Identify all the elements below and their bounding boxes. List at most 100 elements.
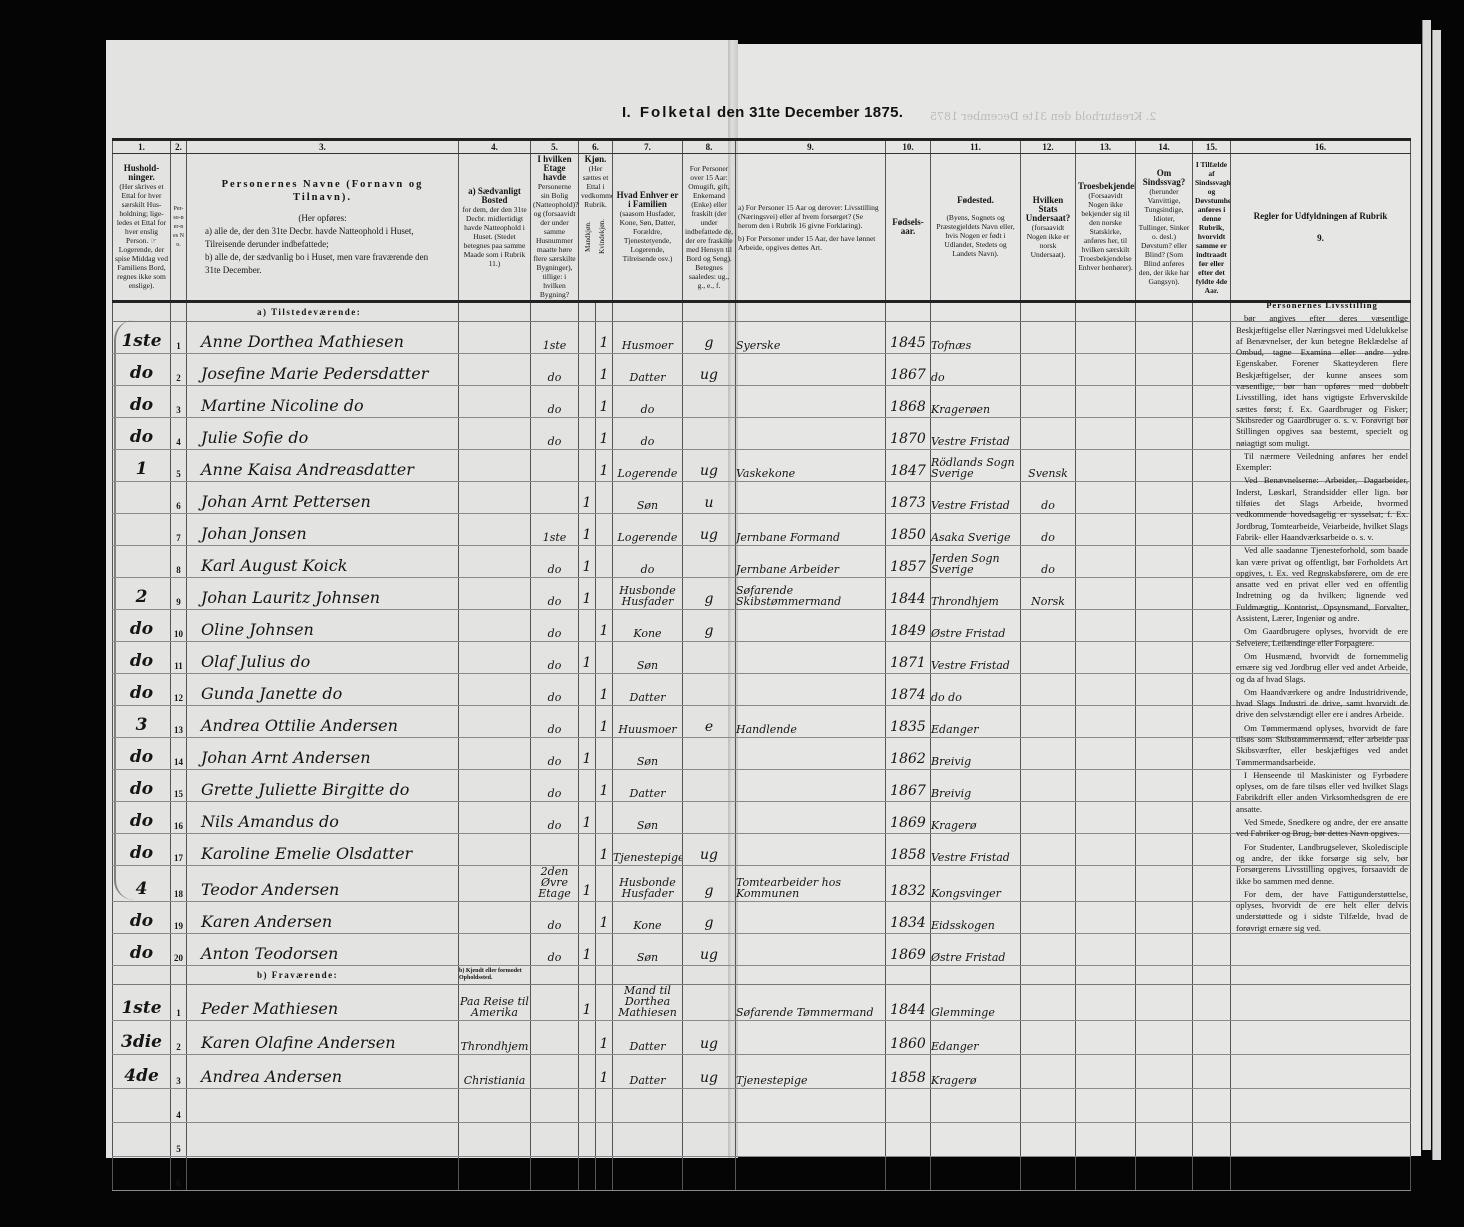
page-title: I. Folketal den 31te December 1875.: [622, 104, 904, 121]
family-position: Tjenestepige: [612, 833, 683, 866]
family-position: Datter: [612, 1054, 683, 1089]
person-number: 7: [170, 513, 187, 546]
male-mark: [578, 385, 596, 418]
occupation: Tjenestepige: [735, 1054, 886, 1089]
person-row: do 3 Martine Nicoline do do 1 do 1868 Kragerøen: [112, 385, 1411, 418]
female-mark: [595, 933, 613, 966]
civil-status: [682, 1122, 736, 1157]
person-row: 1 5 Anne Kaisa Andreasdatter 1 Logerende ug Va…: [112, 449, 1411, 482]
male-mark: [578, 901, 596, 934]
nationality: [1020, 737, 1076, 770]
floor: do: [530, 609, 579, 642]
empty-cell: [1135, 705, 1193, 738]
person-number: 2: [170, 353, 187, 386]
floor: [530, 1156, 579, 1191]
census-table: 1. 2. 3. 4. 5. 6. 7. 8. 9. 10. 11. 12. 13. 14. 15. 16. …: [112, 138, 1411, 1191]
civil-status: [682, 545, 736, 578]
empty-cell: [1075, 865, 1136, 902]
usual-residence: [458, 609, 531, 642]
empty-cell: [1192, 737, 1231, 770]
rules-column-16: Personernes Livsstilling bør angives efte…: [1236, 300, 1408, 936]
empty-cell: [1192, 705, 1231, 738]
empty-cell: [1135, 353, 1193, 386]
male-mark: 1: [578, 545, 596, 578]
section-c4-note: b) Kjendt eller formodet Opholdssted.: [458, 965, 531, 985]
family-position: Datter: [612, 769, 683, 802]
column-number: 12.: [1020, 138, 1076, 154]
empty-cell: [1192, 673, 1231, 706]
person-row: do 14 Johan Arnt Andersen do 1 Søn 1862 Breivig: [112, 737, 1411, 770]
empty-cell: [1075, 705, 1136, 738]
empty-cell: [1135, 449, 1193, 482]
person-row: 6 Johan Arnt Pettersen 1 Søn u 1873 Vestre Fri…: [112, 481, 1411, 514]
header-person-no: Per-so-ner-nes No.: [170, 153, 187, 303]
civil-status: [682, 737, 736, 770]
nationality: [1020, 353, 1076, 386]
nationality: do: [1020, 513, 1076, 546]
household-mark: do: [112, 353, 171, 386]
civil-status: g: [682, 609, 736, 642]
empty-cell: [1230, 641, 1411, 674]
cell: [578, 301, 596, 322]
household-mark: [112, 481, 171, 514]
header-nationality: Hvilken Stats Undersaat? (forsaavidt Noge…: [1020, 153, 1076, 303]
nationality: [1020, 321, 1076, 354]
female-mark: 1: [595, 901, 613, 934]
person-row: 2 9 Johan Lauritz Johnsen do 1 Husbonde Husfa…: [112, 577, 1411, 610]
header-female: Kvindekjøn.: [598, 219, 607, 254]
column-number-row: 1. 2. 3. 4. 5. 6. 7. 8. 9. 10. 11. 12. 13. 14. 15. 16.: [112, 138, 1411, 154]
cell: [578, 965, 596, 985]
usual-residence: [458, 865, 531, 902]
male-mark: 1: [578, 737, 596, 770]
empty-cell: [1230, 984, 1411, 1021]
floor: do: [530, 417, 579, 450]
person-name: Oline Johnsen: [186, 609, 459, 642]
cell: [1075, 301, 1136, 322]
family-position: Husbonde Husfader: [612, 577, 683, 610]
empty-cell: [1075, 481, 1136, 514]
female-mark: 1: [595, 385, 613, 418]
occupation: [735, 1156, 886, 1191]
birthplace: Vestre Fristad: [930, 833, 1021, 866]
occupation: Jernbane Formand: [735, 513, 886, 546]
person-name: Karoline Emelie Olsdatter: [186, 833, 459, 866]
floor: 1ste: [530, 321, 579, 354]
birthplace: Vestre Fristad: [930, 417, 1021, 450]
column-header-row: Hushold-ninger. (Her skrives et Ettal for…: [112, 153, 1411, 303]
family-position: Søn: [612, 481, 683, 514]
empty-cell: [1135, 1020, 1193, 1055]
column-number: 6.: [578, 138, 613, 154]
person-row: do 17 Karoline Emelie Olsdatter 1 Tjenestepi…: [112, 833, 1411, 866]
cell: [170, 965, 187, 985]
rule-paragraph: Ved Smede, Snedkere og andre, der ere an…: [1236, 817, 1408, 839]
column-number: 2.: [170, 138, 187, 154]
occupation: Vaskekone: [735, 449, 886, 482]
floor: do: [530, 933, 579, 966]
rule-paragraph: For Studenter, Landbrugselever, Skoledis…: [1236, 841, 1408, 886]
rule-paragraph: Om Tømmermænd oplyses, hvorvidt de fare …: [1236, 722, 1408, 767]
household-mark: do: [112, 833, 171, 866]
empty-cell: [1135, 1088, 1193, 1123]
civil-status: ug: [682, 933, 736, 966]
male-mark: [578, 449, 596, 482]
empty-cell: [1192, 865, 1231, 902]
floor: do: [530, 673, 579, 706]
person-number: 3: [170, 1054, 187, 1089]
female-mark: [595, 737, 613, 770]
cell: [1075, 965, 1136, 985]
empty-cell: [1230, 513, 1411, 546]
person-number: 18: [170, 865, 187, 902]
person-row: do 20 Anton Teodorsen do 1 Søn ug 1869 Østre Fri…: [112, 933, 1411, 966]
empty-cell: [1192, 321, 1231, 354]
empty-cell: [1192, 769, 1231, 802]
empty-cell: [1135, 833, 1193, 866]
empty-cell: [1192, 1088, 1231, 1123]
civil-status: ug: [682, 833, 736, 866]
male-mark: [578, 1054, 596, 1089]
empty-cell: [1135, 321, 1193, 354]
birthplace: Kongsvinger: [930, 865, 1021, 902]
header-family-position: Hvad Enhver er i Familien (saasom Husfade…: [612, 153, 683, 303]
person-name: Josefine Marie Pedersdatter: [186, 353, 459, 386]
family-position: Søn: [612, 641, 683, 674]
household-mark: do: [112, 609, 171, 642]
